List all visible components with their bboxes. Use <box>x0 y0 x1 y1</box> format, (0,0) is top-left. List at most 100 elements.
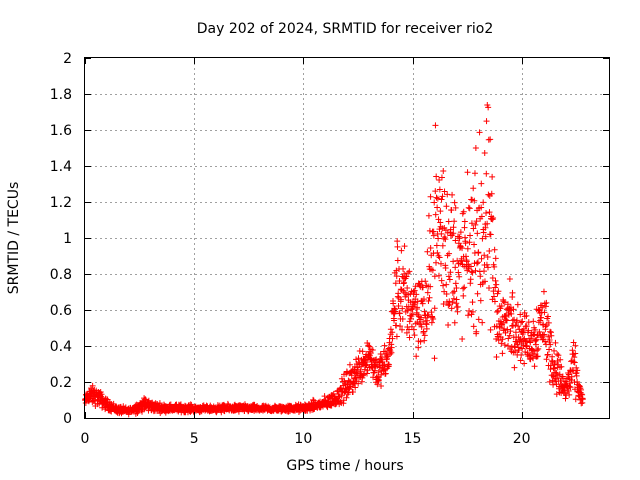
data-point <box>86 397 93 404</box>
data-point <box>455 269 462 276</box>
data-point <box>481 278 488 285</box>
data-point <box>425 298 432 305</box>
data-point <box>568 373 575 380</box>
data-point <box>156 400 163 407</box>
data-point <box>403 273 410 280</box>
data-point <box>511 364 518 371</box>
data-point <box>436 186 443 193</box>
data-point <box>420 296 427 303</box>
data-point <box>343 394 350 401</box>
data-point <box>517 357 524 364</box>
data-point <box>485 191 492 198</box>
data-point <box>437 208 444 215</box>
data-point <box>475 249 482 256</box>
data-point <box>523 323 530 330</box>
data-point <box>450 295 457 302</box>
data-point <box>553 370 560 377</box>
data-point <box>508 310 515 317</box>
data-point <box>535 306 542 313</box>
data-point <box>427 244 434 251</box>
data-point <box>398 326 405 333</box>
data-point <box>442 236 449 243</box>
data-point <box>406 318 413 325</box>
data-point <box>414 304 421 311</box>
data-point <box>570 339 577 346</box>
data-point <box>470 323 477 330</box>
data-point <box>431 305 438 312</box>
data-point <box>352 384 359 391</box>
data-point <box>471 197 478 204</box>
data-point <box>235 408 242 415</box>
y-tick-label: 0.6 <box>50 303 72 319</box>
data-point <box>470 185 477 192</box>
data-point <box>527 332 534 339</box>
data-point <box>432 211 439 218</box>
data-point <box>481 268 488 275</box>
data-point <box>401 243 408 250</box>
data-point <box>519 345 526 352</box>
data-point <box>501 299 508 306</box>
data-point <box>395 303 402 310</box>
data-point <box>452 280 459 287</box>
data-point <box>372 361 379 368</box>
data-point <box>502 329 509 336</box>
data-point <box>432 188 439 195</box>
data-point <box>471 241 478 248</box>
data-point <box>475 316 482 323</box>
data-point <box>457 243 464 250</box>
data-point <box>424 317 431 324</box>
data-point <box>460 208 467 215</box>
data-point <box>445 273 452 280</box>
data-point <box>392 280 399 287</box>
data-point <box>348 372 355 379</box>
data-point <box>445 302 452 309</box>
data-point <box>527 339 534 346</box>
data-point <box>473 260 480 267</box>
data-point <box>495 288 502 295</box>
data-point <box>571 359 578 366</box>
data-point <box>538 314 545 321</box>
data-point <box>493 281 500 288</box>
data-point <box>548 332 555 339</box>
data-point <box>498 340 505 347</box>
data-point <box>496 331 503 338</box>
data-point <box>406 268 413 275</box>
data-point <box>562 395 569 402</box>
data-point <box>483 170 490 177</box>
data-point <box>394 257 401 264</box>
data-point <box>474 259 481 266</box>
data-point <box>517 311 524 318</box>
data-point <box>552 369 559 376</box>
data-point <box>459 336 466 343</box>
data-point <box>509 289 516 296</box>
data-point <box>547 341 554 348</box>
data-point <box>485 104 492 111</box>
data-point <box>387 326 394 333</box>
y-tick-label: 0.8 <box>50 267 72 283</box>
data-point <box>574 367 581 374</box>
data-point <box>466 307 473 314</box>
data-point <box>501 342 508 349</box>
data-point <box>482 224 489 231</box>
data-point <box>469 308 476 315</box>
data-point <box>465 204 472 211</box>
data-point <box>437 260 444 267</box>
data-point <box>498 303 505 310</box>
data-point <box>506 276 513 283</box>
data-point <box>399 316 406 323</box>
data-point <box>518 352 525 359</box>
data-point <box>457 229 464 236</box>
data-point <box>440 301 447 308</box>
data-point <box>359 372 366 379</box>
data-point <box>507 328 514 335</box>
data-point <box>430 315 437 322</box>
data-point <box>474 230 481 237</box>
data-point <box>455 240 462 247</box>
data-point <box>552 339 559 346</box>
data-point <box>429 314 436 321</box>
data-point <box>571 354 578 361</box>
data-point <box>454 303 461 310</box>
data-point <box>467 232 474 239</box>
data-point <box>435 272 442 279</box>
data-point <box>554 351 561 358</box>
